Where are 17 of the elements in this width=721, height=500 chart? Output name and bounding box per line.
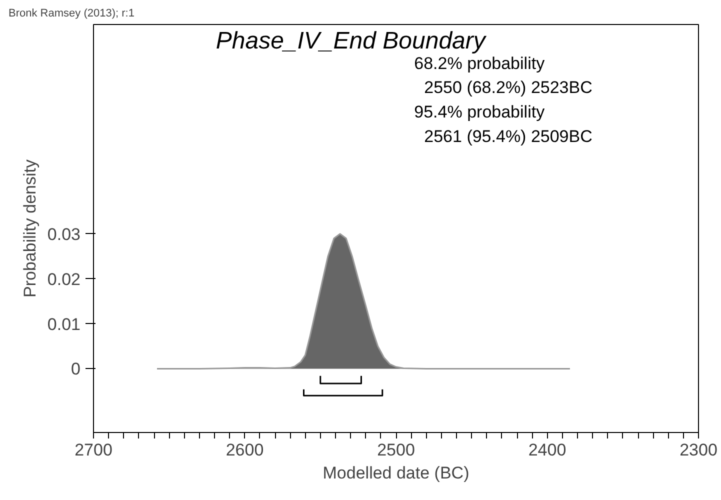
y-tick-label: 0.03 [47,224,81,244]
y-axis-title: Probability density [20,159,40,298]
text: Bronk Ramsey (2013); r:1 [8,8,134,20]
x-tick-label: 2400 [528,440,566,460]
y-tick-label: 0 [71,360,81,379]
annotation: 2550 (68.2%) 2523BC [424,78,592,98]
annotation: 95.4% probability [414,102,546,122]
annotation: 68.2% probability [414,54,546,73]
x-tick-label: 2300 [680,440,718,460]
x-tick-label: 2700 [74,440,112,460]
y-tick-label: 0.02 [47,270,81,289]
x-tick-label: 2600 [226,440,264,460]
y-tick-label: 0.01 [47,314,81,334]
chart-title: Phase_IV_End Boundary [216,27,488,54]
x-axis-title: Modelled date (BC) [322,464,470,482]
annotation: 2561 (95.4%) 2509BC [424,127,592,146]
x-tick-label: 2500 [377,440,415,460]
